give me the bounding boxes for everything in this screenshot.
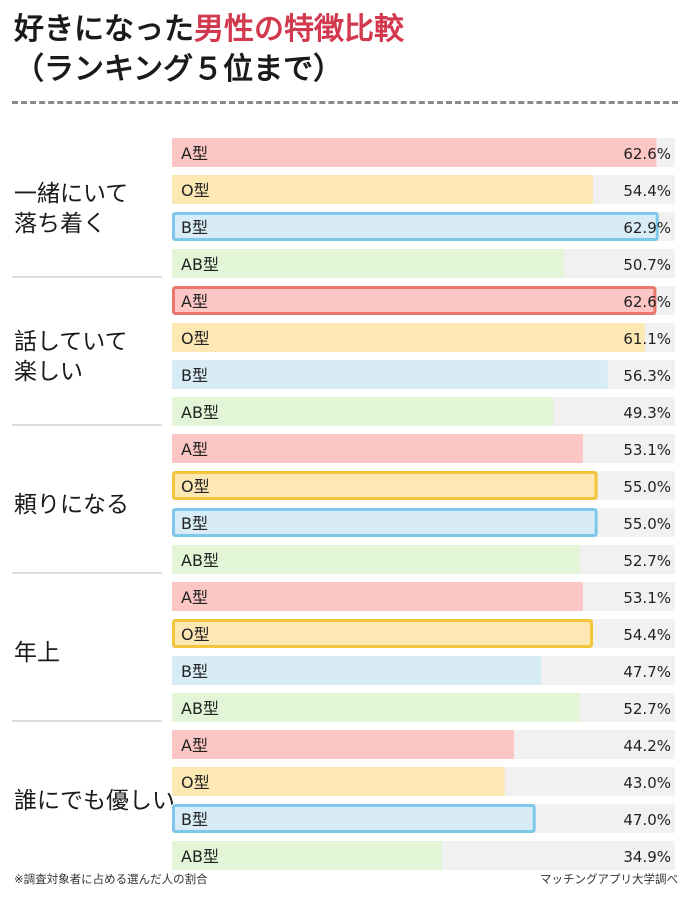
bar-value-label: 62.9% <box>623 219 671 237</box>
bar-series-label: A型 <box>181 292 208 311</box>
bar-highlighted <box>172 471 598 500</box>
bar-series-label: O型 <box>181 625 210 644</box>
bar-series-label: B型 <box>181 514 208 533</box>
bar <box>172 175 593 204</box>
bar <box>172 693 580 722</box>
category-label: 一緒にいて <box>14 181 128 207</box>
bar <box>172 730 515 759</box>
category-label: 誰にでも優しい <box>14 788 175 814</box>
bar-series-label: AB型 <box>181 699 219 718</box>
bar-value-label: 47.7% <box>623 663 671 681</box>
bar <box>172 434 583 463</box>
bar-highlighted <box>172 286 657 315</box>
bar-value-label: 53.1% <box>623 589 671 607</box>
bar <box>172 582 583 611</box>
bar <box>172 767 505 796</box>
chart-title: 好きになった男性の特徴比較 （ランキング５位まで） <box>14 10 404 90</box>
bar <box>172 138 657 167</box>
bar <box>172 656 542 685</box>
category-label: 楽しい <box>14 359 83 385</box>
bar-series-label: B型 <box>181 366 208 385</box>
bar-value-label: 44.2% <box>623 737 671 755</box>
bar-value-label: 49.3% <box>623 404 671 422</box>
bar-series-label: B型 <box>181 810 208 829</box>
bar-highlighted <box>172 212 659 241</box>
bar-series-label: AB型 <box>181 551 219 570</box>
bar-series-label: B型 <box>181 218 208 237</box>
dashed-divider <box>12 101 678 104</box>
bar-value-label: 62.6% <box>623 293 671 311</box>
bar-value-label: 43.0% <box>623 774 671 792</box>
category-label: 話していて <box>14 329 128 355</box>
bar-value-label: 54.4% <box>623 626 671 644</box>
bar-value-label: 50.7% <box>623 256 671 274</box>
bar-series-label: AB型 <box>181 255 219 274</box>
title-prefix: 好きになった <box>14 12 194 47</box>
bar <box>172 360 608 389</box>
bar <box>172 841 443 870</box>
bar <box>172 323 645 352</box>
category-label: 頼りになる <box>14 492 129 518</box>
bar-value-label: 47.0% <box>623 811 671 829</box>
bar-value-label: 56.3% <box>623 367 671 385</box>
bar-value-label: 61.1% <box>623 330 671 348</box>
bar-value-label: 53.1% <box>623 441 671 459</box>
bar-series-label: AB型 <box>181 847 219 866</box>
bar-series-label: A型 <box>181 440 208 459</box>
bar-series-label: O型 <box>181 181 210 200</box>
bar-series-label: O型 <box>181 773 210 792</box>
bar-series-label: AB型 <box>181 403 219 422</box>
bar-series-label: A型 <box>181 588 208 607</box>
bar-highlighted <box>172 508 598 537</box>
category-label: 落ち着く <box>14 211 106 237</box>
bar-value-label: 52.7% <box>623 552 671 570</box>
bar-value-label: 55.0% <box>623 478 671 496</box>
bar-value-label: 55.0% <box>623 515 671 533</box>
footnote: ※調査対象者に占める選んだ人の割合 <box>14 872 208 886</box>
bar-highlighted <box>172 619 593 648</box>
title-highlight: 男性の特徴比較 <box>194 12 404 47</box>
bar <box>172 545 580 574</box>
bar-series-label: O型 <box>181 477 210 496</box>
bar-highlighted <box>172 804 536 833</box>
bar-series-label: O型 <box>181 329 210 348</box>
bar-series-label: B型 <box>181 662 208 681</box>
bar-value-label: 52.7% <box>623 700 671 718</box>
title-subtitle: （ランキング５位まで） <box>14 52 344 87</box>
bar-series-label: A型 <box>181 144 208 163</box>
category-label: 年上 <box>14 640 60 666</box>
bar-value-label: 62.6% <box>623 145 671 163</box>
source-credit: マッチングアプリ大学調べ <box>540 872 678 886</box>
bar-series-label: A型 <box>181 736 208 755</box>
bar <box>172 249 565 278</box>
bar-value-label: 34.9% <box>623 848 671 866</box>
bar-value-label: 54.4% <box>623 182 671 200</box>
bar <box>172 397 554 426</box>
